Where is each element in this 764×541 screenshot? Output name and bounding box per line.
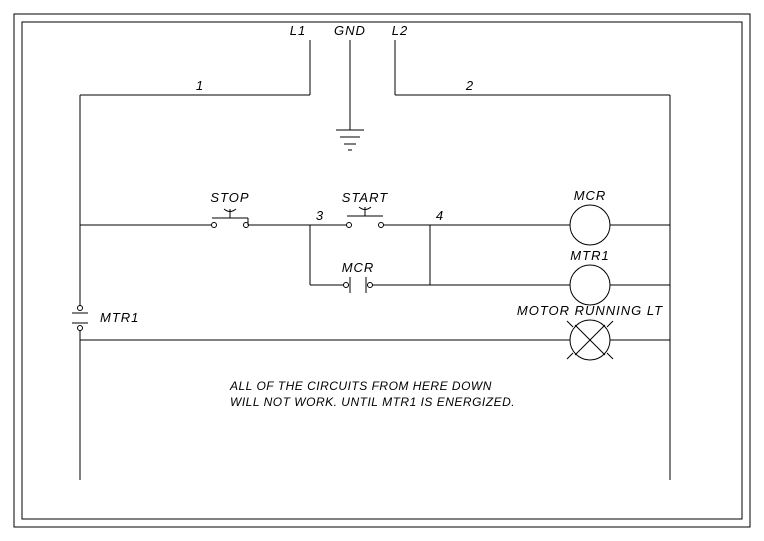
- mtr1-aux-contact: [72, 300, 88, 336]
- ground-symbol: [336, 120, 364, 150]
- inner-border: [22, 22, 742, 519]
- schematic-svg: L1 GND L2 1 2 STOP START 3 4 MCR MCR MTR…: [0, 0, 764, 541]
- label-start: START: [342, 190, 388, 205]
- mcr-coil: [570, 205, 610, 245]
- outer-border: [14, 14, 750, 527]
- motor-running-light: [567, 320, 613, 360]
- label-stop: STOP: [210, 190, 249, 205]
- label-rail1: 1: [196, 78, 204, 93]
- label-mtr1-coil: MTR1: [570, 248, 609, 263]
- note-line2: WILL NOT WORK. UNTIL MTR1 IS ENERGIZED.: [230, 395, 515, 409]
- label-mcr-coil: MCR: [574, 188, 607, 203]
- label-l1: L1: [290, 23, 306, 38]
- label-rail2: 2: [465, 78, 474, 93]
- stop-button: [212, 209, 249, 228]
- label-motor-light: MOTOR RUNNING LT: [517, 303, 663, 318]
- mcr-contact: [344, 277, 373, 293]
- label-node3: 3: [316, 208, 324, 223]
- schematic-frame: L1 GND L2 1 2 STOP START 3 4 MCR MCR MTR…: [0, 0, 764, 541]
- start-button: [347, 207, 384, 228]
- label-gnd: GND: [334, 23, 366, 38]
- label-l2: L2: [392, 23, 408, 38]
- label-mcr-contact: MCR: [342, 260, 375, 275]
- mtr1-coil: [570, 265, 610, 305]
- label-mtr1-contact: MTR1: [100, 310, 139, 325]
- note-line1: ALL OF THE CIRCUITS FROM HERE DOWN: [229, 379, 492, 393]
- label-node4: 4: [436, 208, 444, 223]
